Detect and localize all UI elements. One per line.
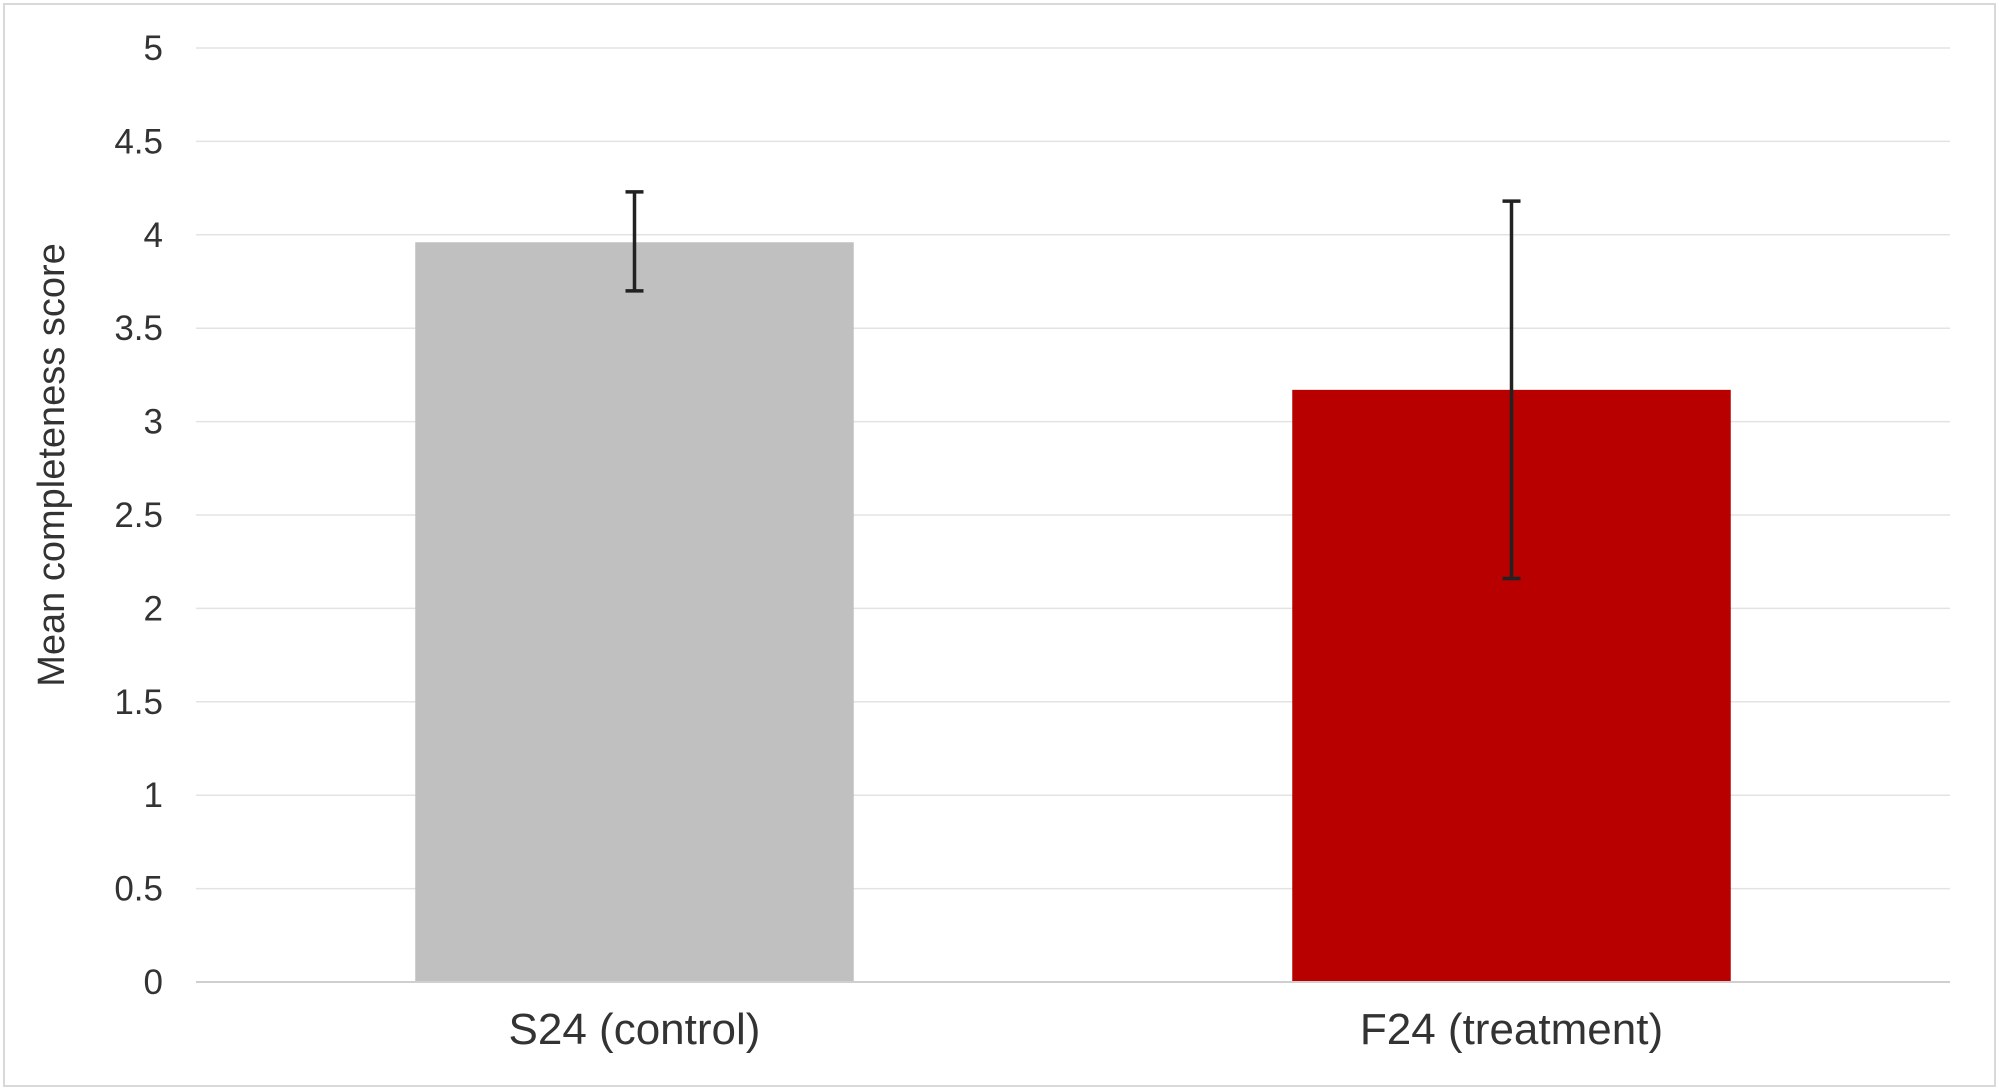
y-tick-label: 4 xyxy=(144,216,163,255)
x-category-label: S24 (control) xyxy=(509,1005,761,1054)
y-tick-label: 5 xyxy=(144,29,163,68)
y-tick-label: 0.5 xyxy=(114,870,163,909)
x-category-label: F24 (treatment) xyxy=(1360,1005,1663,1054)
y-tick-label: 4.5 xyxy=(114,122,163,161)
y-tick-label: 3 xyxy=(144,403,163,442)
y-tick-label: 1 xyxy=(144,776,163,815)
y-tick-label: 0 xyxy=(144,963,163,1002)
error-bars xyxy=(625,190,1521,581)
y-axis-ticks: 0 0.5 1 1.5 2 2.5 3 3.5 4 4.5 5 xyxy=(114,29,163,1002)
y-tick-label: 3.5 xyxy=(114,309,163,348)
y-tick-label: 2 xyxy=(144,589,163,628)
y-tick-label: 1.5 xyxy=(114,683,163,722)
y-tick-label: 2.5 xyxy=(114,496,163,535)
bar-control xyxy=(415,242,854,983)
y-axis-title: Mean completeness score xyxy=(31,243,73,687)
bars xyxy=(415,242,1731,983)
x-axis-labels: S24 (control) F24 (treatment) xyxy=(509,1005,1664,1054)
